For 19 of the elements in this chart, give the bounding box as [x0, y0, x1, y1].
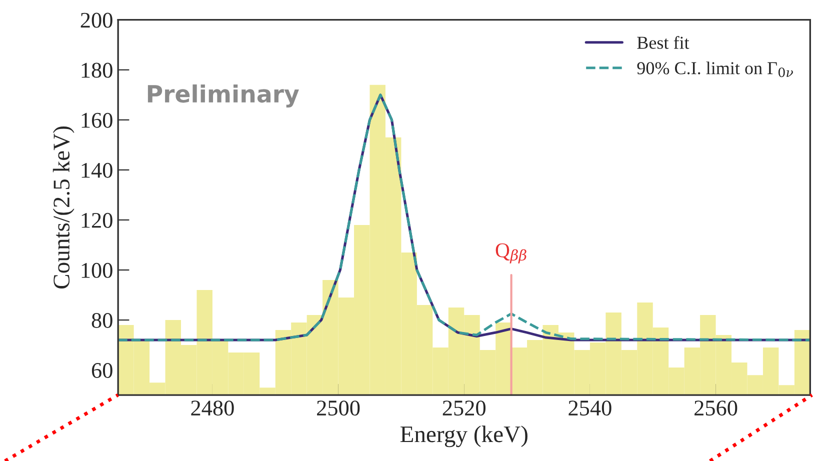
legend-label: 90% C.I. limit on Γ$_{0ν}$ — [637, 62, 793, 78]
annotation: Preliminary — [148, 84, 299, 108]
y-tick-label: 200 — [80, 12, 112, 28]
x-tick-label: 2520 — [442, 400, 486, 416]
x-tick-label: 2500 — [317, 400, 360, 416]
x-tick-label: 2540 — [568, 400, 612, 416]
x-axis-title: Energy (keV) — [400, 426, 528, 448]
y-tick-label: 140 — [82, 162, 112, 178]
legend-label: Best fit — [637, 36, 690, 49]
ref-line-label: Q$_{ββ}$ — [496, 243, 526, 264]
y-tick-label: 160 — [82, 112, 112, 128]
y-tick-label: 120 — [82, 212, 112, 228]
x-tick-label: 2480 — [191, 400, 234, 416]
x-tick-label: 2560 — [694, 400, 738, 416]
y-tick-label: 60 — [92, 362, 112, 378]
y-tick-label: 100 — [82, 262, 112, 278]
y-tick-label: 180 — [82, 62, 112, 78]
y-tick-label: 80 — [92, 312, 112, 328]
y-axis-title: Counts/(2.5 keV) — [52, 126, 74, 288]
